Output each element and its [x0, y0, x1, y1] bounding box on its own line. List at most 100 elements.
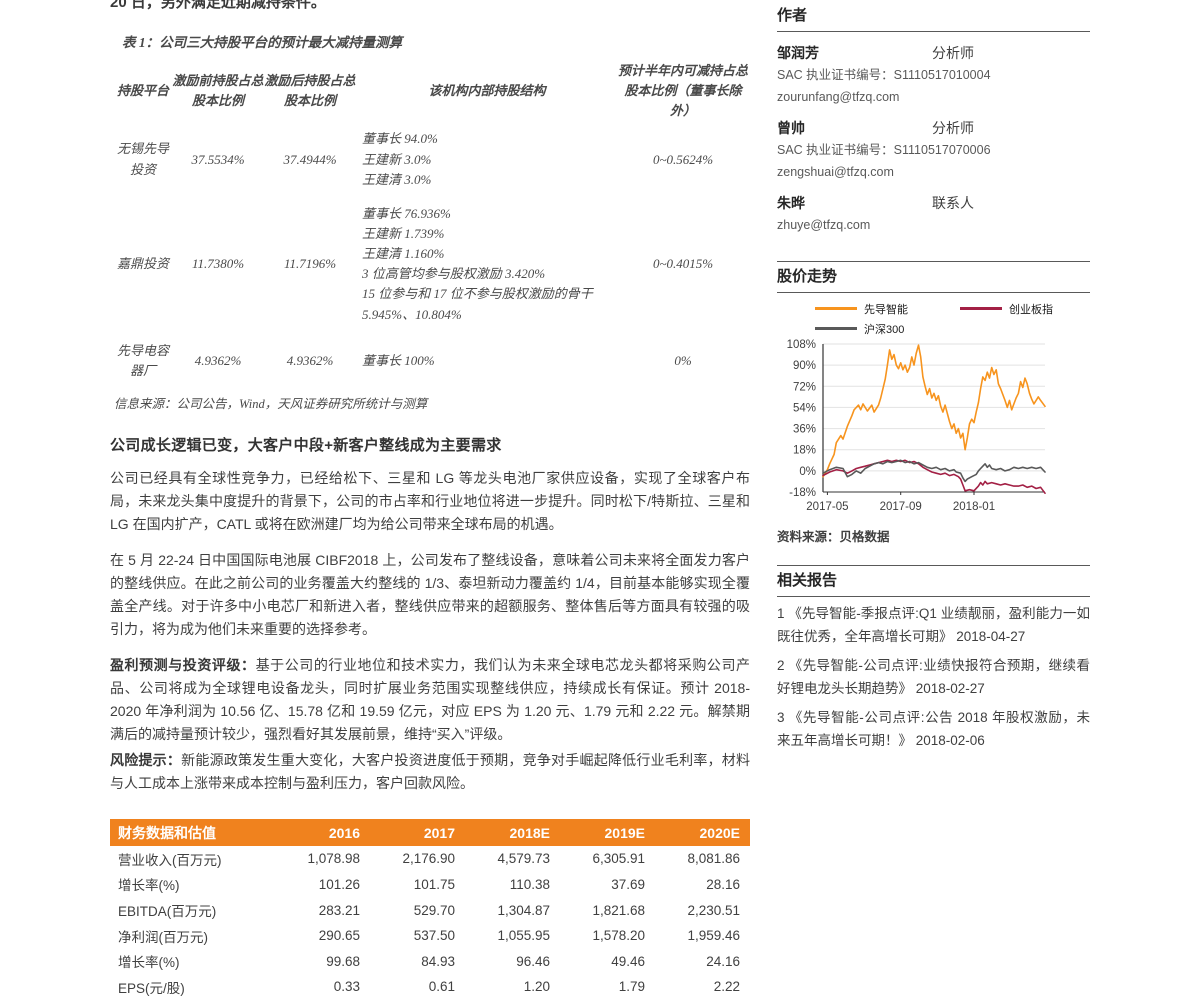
divider — [777, 261, 1090, 262]
related-reports-section: 相关报告 1 《先导智能-季报点评:Q1 业绩靓丽，盈利能力一如既往优秀，全年高… — [777, 565, 1090, 753]
table1-source: 信息来源：公司公告，Wind，天风证券研究所统计与测算 — [114, 396, 428, 411]
reducible-ratio: 0~0.5624% — [652, 151, 714, 167]
fin-cell-value: 24.16 — [706, 953, 740, 969]
platform-name: 嘉鼎投资 — [116, 256, 169, 272]
post-ratio: 11.7196% — [283, 256, 337, 272]
fin-cell-value: 537.50 — [413, 928, 455, 944]
fin-row-label: 增长率(%) — [118, 955, 180, 971]
reducible-ratio: 0% — [674, 352, 692, 368]
fin-cell-value: 2,230.51 — [687, 902, 740, 918]
fin-cell-value: 84.93 — [421, 953, 455, 969]
fin-cell-value: 2,176.90 — [402, 851, 455, 867]
chart-legend: 先导智能 创业板指 沪深300 — [777, 301, 1090, 336]
clipped-top-text: 20 日，另外满足近期减持条件。 — [110, 0, 326, 11]
svg-text:2017-09: 2017-09 — [880, 501, 922, 513]
fin-cell-value: 49.46 — [611, 953, 645, 969]
post-ratio: 4.9362% — [286, 352, 334, 368]
fin-header-title: 财务数据和估值 — [118, 824, 216, 841]
fin-cell-value: 37.69 — [611, 876, 645, 892]
report-list-item: 2 《先导智能-公司点评:业绩快报符合预期，继续看好锂电龙头长期趋势》 2018… — [777, 657, 1090, 696]
financial-table-body: 营业收入(百万元) 1,078.98 2,176.90 4,579.73 6,305.9… — [110, 846, 750, 998]
stock-price-chart: 108% 90% 72% 54% 36% 18% 0% -18% 2017-05 2017-09 2… — [787, 339, 1046, 513]
analyst-sac: SAC 执业证书编号：S1110517010004 — [777, 68, 991, 82]
svg-text:2018-01: 2018-01 — [953, 501, 995, 513]
legend-label-index2: 沪深300 — [864, 323, 905, 336]
divider — [777, 565, 1090, 566]
paragraph: 公司已经具有全球性竞争力，已经给松下、三星和 LG 等龙头电池厂家供应设备，实现… — [110, 469, 750, 533]
paragraph-lead: 风险提示： — [110, 751, 182, 768]
legend-label-index1: 创业板指 — [1009, 303, 1053, 316]
fin-cell-value: 1.20 — [523, 979, 550, 995]
fin-cell-value: 28.16 — [706, 876, 740, 892]
pre-ratio: 11.7380% — [191, 256, 245, 272]
svg-text:54%: 54% — [793, 402, 816, 414]
fin-cell-value: 99.68 — [326, 953, 360, 969]
table-row: 嘉鼎投资 11.7380% 11.7196% 董事长 76.936% 王建新 1… — [114, 202, 748, 327]
post-ratio: 37.4944% — [283, 151, 337, 167]
table-row: 先导电容器厂 4.9362% 4.9362% 董事长 100% 0% — [114, 339, 748, 383]
fin-cell-value: 290.65 — [318, 928, 360, 944]
analyst-email: zengshuai@tfzq.com — [777, 165, 894, 179]
legend-swatch-index2 — [815, 327, 857, 330]
fin-cell-value: 1,304.87 — [497, 902, 550, 918]
holding-table-header: 持股平台 激励前持股占总股本比例 激励后持股占总股本比例 该机构内部持股结构 预… — [114, 59, 748, 123]
divider — [777, 596, 1090, 597]
svg-text:36%: 36% — [793, 424, 816, 436]
fin-table-row: 营业收入(百万元) 1,078.98 2,176.90 4,579.73 6,305.9… — [110, 846, 750, 872]
analyst-name: 邹润芳 — [777, 45, 819, 61]
col-header-reducible: 预计半年内可减持占总股本比例（董事长除外） — [618, 63, 749, 119]
fin-row-label: EPS(元/股) — [118, 980, 185, 996]
fin-cell-value: 110.38 — [509, 876, 550, 892]
related-reports-heading: 相关报告 — [777, 572, 838, 589]
fin-cell-value: 96.46 — [516, 953, 550, 969]
col-header-post: 激励后持股占总股本比例 — [264, 73, 356, 109]
analyst-email: zhuye@tfzq.com — [777, 218, 871, 232]
fin-cell-value: 101.26 — [318, 876, 360, 892]
fin-table-row: 增长率(%) 101.26 101.75 110.38 37.69 28.16 — [110, 872, 750, 898]
legend-swatch-index1 — [960, 307, 1002, 310]
divider — [777, 31, 1090, 32]
table1-title: 表 1：公司三大持股平台的预计最大减持量测算 — [122, 35, 403, 50]
reducible-ratio: 0~0.4015% — [652, 256, 714, 272]
analyst-role: 分析师 — [932, 120, 974, 136]
table-row: 无锡先导投资 37.5534% 37.4944% 董事长 94.0% 王建新 3… — [114, 127, 748, 191]
col-header-platform: 持股平台 — [116, 83, 169, 99]
paragraph: 风险提示：新能源政策发生重大变化，大客户投资进度低于预期，竞争对手崛起降低行业毛… — [110, 751, 751, 791]
svg-text:2017-05: 2017-05 — [806, 501, 848, 513]
structure-cell: 董事长 100% — [362, 352, 435, 368]
col-header-structure: 该机构内部持股结构 — [428, 83, 546, 99]
authors-heading: 作者 — [777, 7, 808, 24]
fin-table-row: 净利润(百万元) 290.65 537.50 1,055.95 1,578.20 1,95… — [110, 923, 750, 949]
holding-platform-table: 持股平台 激励前持股占总股本比例 激励后持股占总股本比例 该机构内部持股结构 预… — [114, 59, 748, 383]
fin-cell-value: 0.61 — [428, 979, 455, 995]
fin-cell-value: 0.33 — [333, 979, 360, 995]
fin-row-label: 净利润(百万元) — [118, 929, 208, 945]
fin-cell-value: 2.22 — [713, 979, 740, 995]
col-header-pre: 激励前持股占总股本比例 — [172, 73, 264, 109]
fin-cell-value: 1,821.68 — [592, 902, 645, 918]
fin-cell-value: 6,305.91 — [592, 851, 645, 867]
fin-cell-value: 101.75 — [413, 876, 455, 892]
fin-cell-value: 1.79 — [618, 979, 645, 995]
paragraph: 在 5 月 22-24 日中国国际电池展 CIBF2018 上，公司发布了整线设… — [110, 551, 750, 638]
fin-table-row: 增长率(%) 99.68 84.93 96.46 49.46 24.16 — [110, 948, 750, 974]
fin-table-row: EBITDA(百万元) 283.21 529.70 1,304.87 1,821.68 2… — [110, 897, 750, 923]
fin-cell-value: 1,055.95 — [497, 928, 550, 944]
section-heading: 公司成长逻辑已变，大客户中段+新客户整线成为主要需求 — [110, 436, 502, 454]
paragraph-lead: 盈利预测与投资评级： — [110, 656, 256, 673]
analyst-block: 邹润芳 分析师 SAC 执业证书编号：S1110517010004 zourun… — [777, 43, 1090, 107]
report-list-item: 1 《先导智能-季报点评:Q1 业绩靓丽，盈利能力一如既往优秀，全年高增长可期》… — [777, 606, 1090, 644]
platform-name: 无锡先导投资 — [116, 141, 169, 177]
fin-cell-value: 4,579.73 — [497, 851, 550, 867]
svg-text:108%: 108% — [787, 339, 816, 351]
price-chart-section: 股价走势 先导智能 创业板指 沪深300 108% 90% 72% 54% 36% 18%… — [777, 261, 1090, 545]
analyst-role: 分析师 — [932, 45, 974, 61]
paragraph: 盈利预测与投资评级：基于公司的行业地位和技术实力，我们认为未来全球电芯龙头都将采… — [110, 656, 751, 743]
svg-text:72%: 72% — [793, 381, 816, 393]
legend-label-stock: 先导智能 — [864, 303, 908, 316]
fin-cell-value: 1,959.46 — [687, 928, 740, 944]
legend-swatch-stock — [815, 307, 857, 310]
pre-ratio: 37.5534% — [191, 151, 245, 167]
analyst-block: 朱晔 联系人 zhuye@tfzq.com — [777, 193, 1090, 235]
